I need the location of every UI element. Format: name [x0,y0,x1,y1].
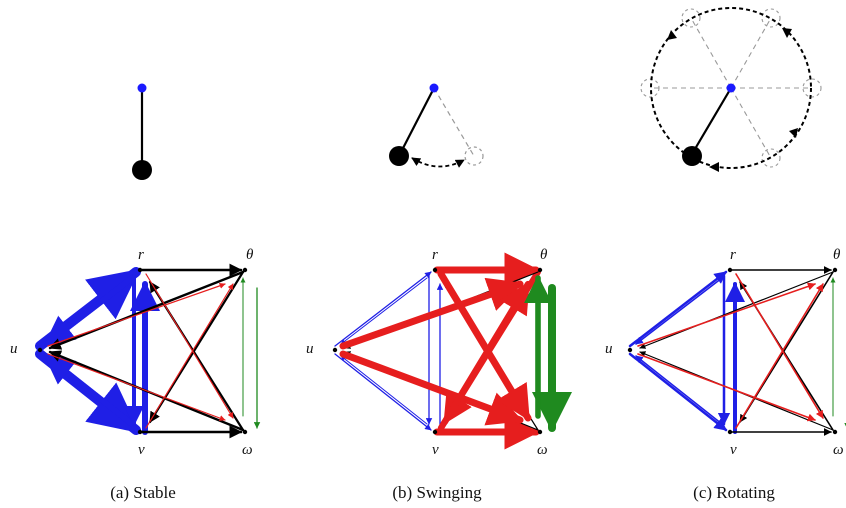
swing-arc-arrow [411,157,465,168]
edge-v-theta [437,280,532,432]
rotation-arrowhead [667,30,677,40]
pendulum-rod [399,87,435,155]
graph-node-u [627,347,633,353]
graph-node-om [242,429,248,435]
edge-v-theta [145,283,234,429]
ghost-rod [730,87,772,159]
pendulum-pivot [429,83,439,93]
node-label-u: u [605,341,613,357]
pendulum-pivot [137,83,147,93]
edge-u-theta [637,282,816,347]
ghost-bob [640,78,660,98]
edge-v-u [43,353,135,427]
rotation-arrowhead [789,128,798,138]
edge-v-u [340,355,428,425]
graph-node-r [727,267,733,273]
node-label-omega: ω [537,442,548,458]
graph-node-v [137,429,143,435]
graph-node-v [432,429,438,435]
node-label-r: r [138,247,144,263]
graph-node-r [137,267,143,273]
graph-node-r [432,267,438,273]
rotation-arrowhead [709,162,719,172]
node-label-r: r [432,247,438,263]
node-label-r: r [730,247,736,263]
edge-theta-u [48,270,245,350]
ghost-bob [464,146,484,166]
graph-node-th [242,267,248,273]
graph-node-th [832,267,838,273]
edge-u-v [334,353,432,431]
node-label-theta: θ [246,247,254,263]
edge-u-theta [339,277,524,350]
ghost-bob [761,148,781,168]
pendulum-bob [132,160,152,180]
graph-node-om [537,429,543,435]
edge-theta-v [148,270,245,424]
node-label-omega: ω [833,442,844,458]
edge-u-r [334,271,432,347]
node-label-omega: ω [242,442,253,458]
graph-panel-rotating [627,266,846,436]
edge-u-omega [637,353,816,422]
edge-r-u [635,277,723,345]
node-label-u: u [10,341,18,357]
node-label-u: u [306,341,314,357]
graph-node-v [727,429,733,435]
ghost-bob [761,8,781,28]
caption-stable: (a) Stable [110,483,176,502]
graph-node-om [832,429,838,435]
ghost-rod [433,87,475,157]
pendulum-rod [691,87,732,155]
graph-node-u [37,347,43,353]
pendulum-bob [682,146,702,166]
ghost-bob [802,78,822,98]
edge-r-u [340,277,428,345]
node-label-theta: θ [833,247,841,263]
edge-r-omega [735,273,824,419]
pendulum-swinging [389,83,484,168]
rotation-circle [650,7,812,169]
edge-u-omega [339,350,524,426]
ghost-rod [690,17,732,89]
caption-rotating: (c) Rotating [693,483,775,502]
edge-v-u [635,355,723,425]
pendulum-bob [389,146,409,166]
graph-panel-stable [35,263,261,439]
node-label-theta: θ [540,247,548,263]
pendulum-rotating [640,7,822,172]
edge-theta-u [639,271,834,349]
edge-r-u [43,275,135,347]
caption-swinging: (b) Swinging [392,483,482,502]
graph-panel-swinging [332,252,572,450]
pendulum-stable [132,83,152,180]
edge-u-v [628,352,728,432]
rotation-arrowhead [782,28,792,38]
edge-u-omega [47,353,226,421]
edge-u-theta [47,282,226,347]
node-label-v: v [138,442,145,458]
edge-r-omega [437,270,532,422]
ghost-rod [730,17,772,89]
edge-u-r [628,270,728,348]
pendulum-pivot [726,83,736,93]
graph-node-th [537,267,543,273]
node-label-v: v [432,442,439,458]
node-label-v: v [730,442,737,458]
edge-v-theta [735,283,824,429]
edge-r-omega [145,273,234,419]
graph-node-u [332,347,338,353]
ghost-bob [681,8,701,28]
